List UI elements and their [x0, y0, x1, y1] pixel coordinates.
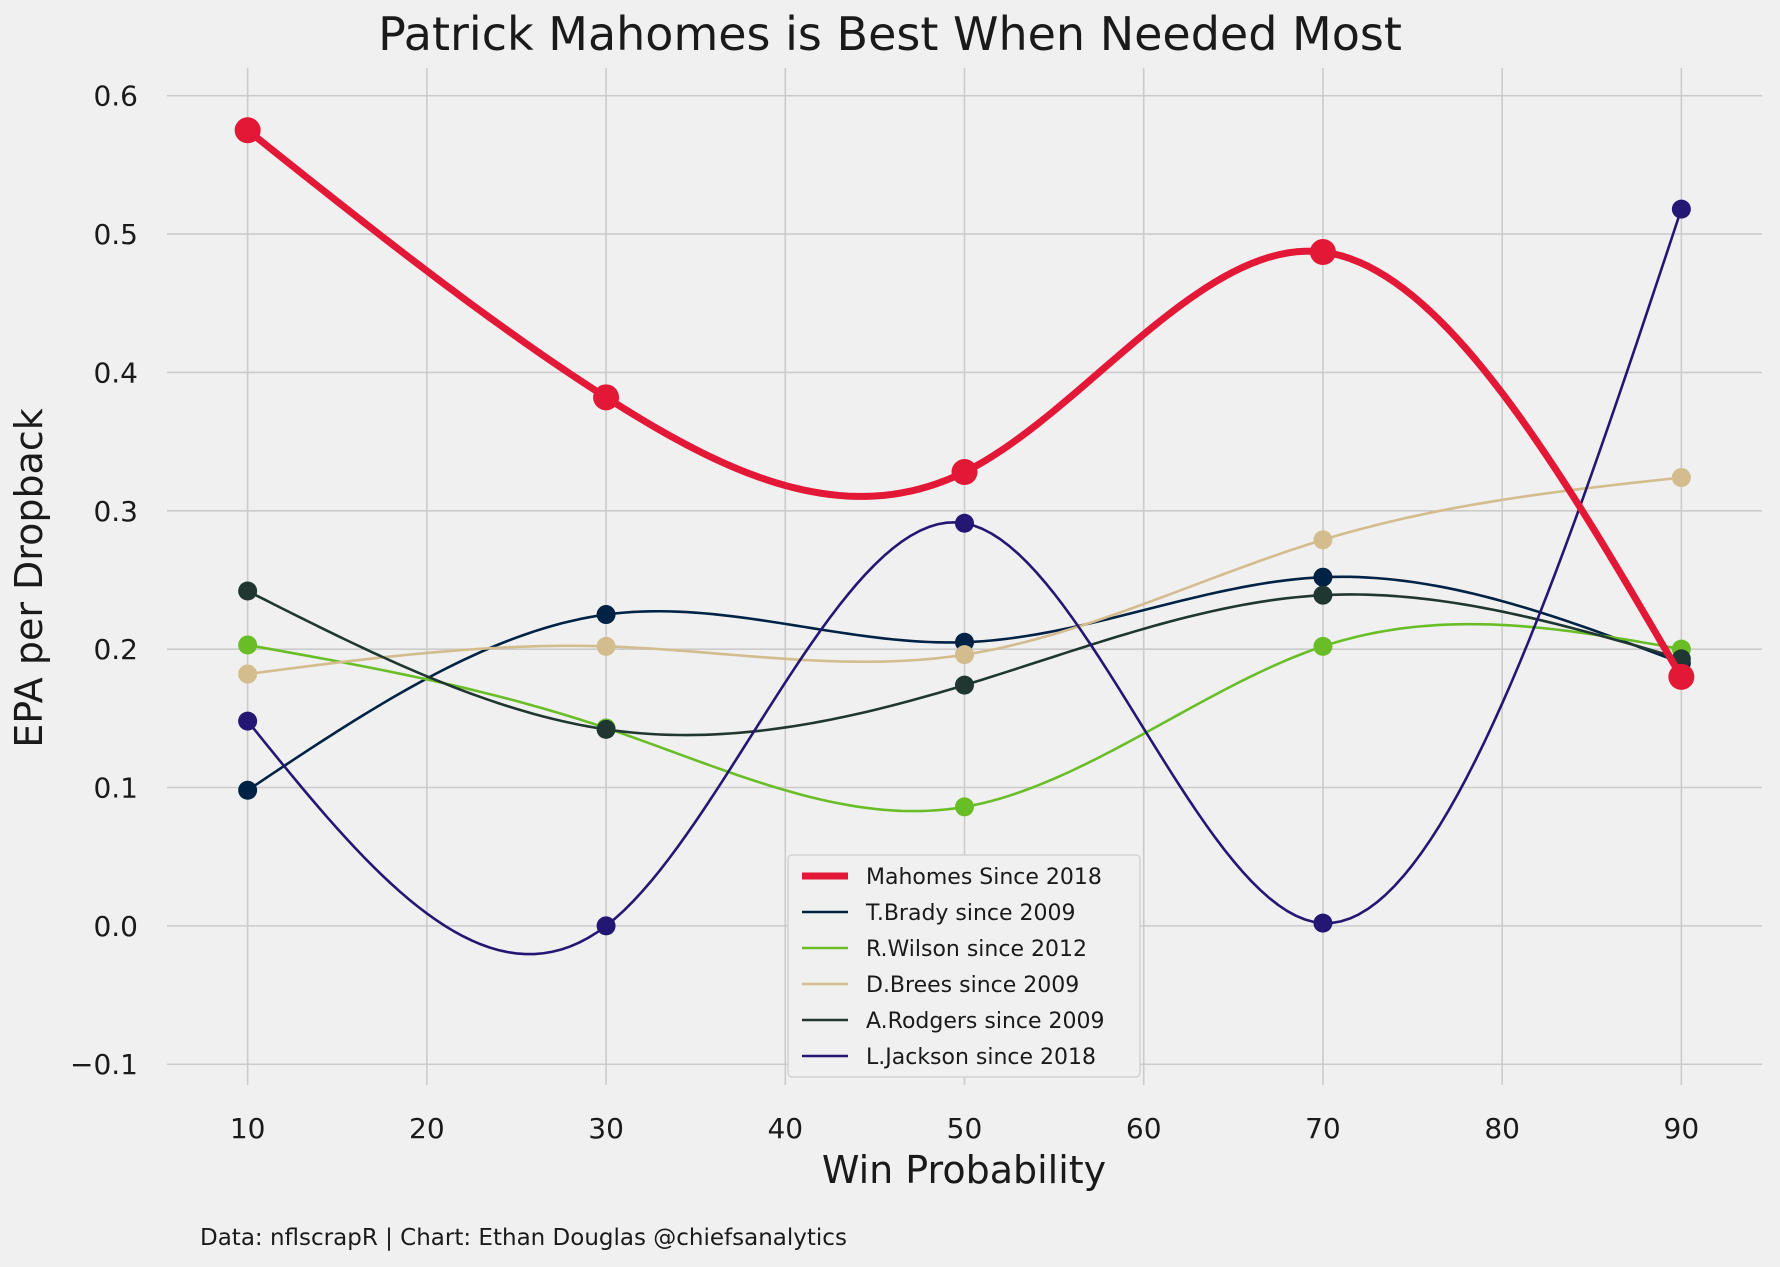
data-point — [596, 719, 616, 739]
legend-label: Mahomes Since 2018 — [866, 865, 1102, 890]
y-tick-label: 0.3 — [93, 495, 138, 528]
legend-label: L.Jackson since 2018 — [866, 1045, 1096, 1070]
series-l-jackson-since-2018 — [238, 199, 1691, 956]
y-tick-label: −0.1 — [70, 1048, 138, 1081]
x-tick-label: 80 — [1484, 1112, 1520, 1145]
y-tick-label: 0.5 — [93, 218, 138, 251]
data-point — [1313, 913, 1333, 933]
legend-label: T.Brady since 2009 — [865, 901, 1076, 926]
data-point — [1313, 585, 1333, 605]
data-point — [596, 916, 616, 936]
data-point — [593, 384, 620, 411]
chart-caption: Data: nflscrapR | Chart: Ethan Douglas @… — [200, 1225, 847, 1251]
legend: Mahomes Since 2018 T.Brady since 2009 R.Wi… — [787, 854, 1141, 1078]
data-point — [955, 675, 974, 695]
data-point — [951, 459, 978, 486]
data-point — [238, 780, 258, 800]
x-tick-label: 90 — [1664, 1112, 1700, 1145]
series-d-brees-since-2009 — [238, 468, 1691, 684]
data-point — [238, 711, 258, 731]
chart-title: Patrick Mahomes is Best When Needed Most — [378, 7, 1402, 61]
data-point — [596, 605, 616, 625]
data-point — [1309, 239, 1336, 266]
y-tick-label: 0.2 — [93, 633, 138, 666]
y-tick-label: 0.6 — [93, 80, 138, 113]
legend-label: R.Wilson since 2012 — [866, 937, 1087, 962]
x-tick-label: 60 — [1126, 1112, 1162, 1145]
legend-label: A.Rodgers since 2009 — [866, 1009, 1105, 1034]
data-point — [238, 635, 258, 655]
x-tick-label: 30 — [588, 1112, 624, 1145]
data-point — [1671, 468, 1691, 488]
x-tick-label: 20 — [409, 1112, 445, 1145]
y-tick-label: 0.1 — [93, 772, 138, 805]
y-axis-label: EPA per Dropback — [7, 408, 51, 748]
x-axis-label: Win Probability — [822, 1148, 1106, 1192]
data-point — [596, 636, 616, 656]
series-mahomes-since-2018 — [234, 117, 1695, 690]
x-tick-label: 50 — [947, 1112, 983, 1145]
data-point — [955, 645, 974, 665]
legend-frame — [787, 854, 1141, 1078]
x-tick-label: 40 — [767, 1112, 803, 1145]
y-tick-label: 0.4 — [93, 356, 138, 389]
legend-label: D.Brees since 2009 — [866, 973, 1079, 998]
data-point — [1668, 663, 1695, 690]
data-point — [955, 797, 974, 817]
data-point — [238, 664, 258, 684]
y-tick-label: 0.0 — [93, 910, 138, 943]
data-point — [1313, 530, 1333, 550]
series-lines — [234, 117, 1695, 956]
data-point — [1671, 199, 1691, 219]
data-point — [955, 513, 974, 533]
data-point — [1313, 567, 1333, 587]
data-point — [238, 581, 258, 601]
series-a-rodgers-since-2009 — [238, 581, 1691, 739]
y-tick-labels: −0.1 0.0 0.1 0.2 0.3 0.4 0.5 0.6 — [70, 80, 138, 1082]
x-tick-label: 10 — [230, 1112, 266, 1145]
x-tick-label: 70 — [1305, 1112, 1341, 1145]
x-tick-labels: 10 20 30 40 50 60 70 80 90 — [230, 1112, 1699, 1145]
data-point — [1313, 636, 1333, 656]
data-point — [234, 117, 261, 144]
